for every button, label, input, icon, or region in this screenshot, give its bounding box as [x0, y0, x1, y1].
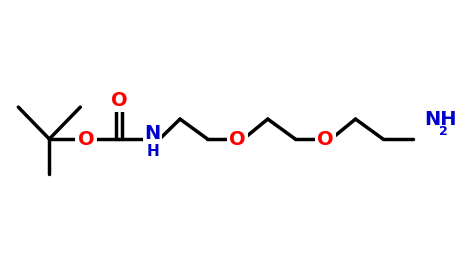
Text: O: O [78, 130, 94, 148]
Text: H: H [147, 144, 160, 159]
Text: 2: 2 [439, 125, 448, 138]
Text: O: O [111, 91, 127, 110]
Text: N: N [144, 124, 161, 143]
Text: O: O [229, 130, 246, 148]
Text: O: O [317, 130, 334, 148]
Text: NH: NH [425, 110, 457, 128]
